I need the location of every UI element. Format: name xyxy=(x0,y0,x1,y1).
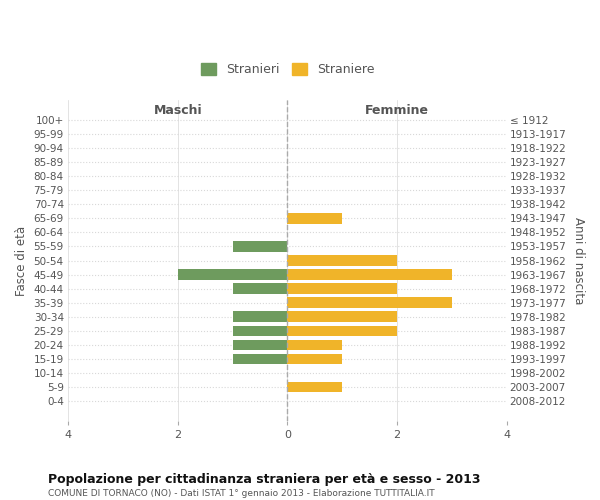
Bar xyxy=(287,213,343,224)
Bar xyxy=(287,312,397,322)
Bar xyxy=(287,326,397,336)
Bar xyxy=(287,340,343,350)
Text: Maschi: Maschi xyxy=(154,104,202,117)
Legend: Stranieri, Straniere: Stranieri, Straniere xyxy=(196,58,379,82)
Bar xyxy=(287,298,452,308)
Text: COMUNE DI TORNACO (NO) - Dati ISTAT 1° gennaio 2013 - Elaborazione TUTTITALIA.IT: COMUNE DI TORNACO (NO) - Dati ISTAT 1° g… xyxy=(48,489,434,498)
Bar xyxy=(233,354,287,364)
Bar xyxy=(287,354,343,364)
Text: Femmine: Femmine xyxy=(365,104,429,117)
Bar xyxy=(287,270,452,280)
Bar xyxy=(287,382,343,392)
Bar xyxy=(233,326,287,336)
Bar xyxy=(233,284,287,294)
Bar xyxy=(233,241,287,252)
Bar xyxy=(287,255,397,266)
Y-axis label: Fasce di età: Fasce di età xyxy=(15,226,28,296)
Y-axis label: Anni di nascita: Anni di nascita xyxy=(572,217,585,304)
Bar xyxy=(233,340,287,350)
Text: Popolazione per cittadinanza straniera per età e sesso - 2013: Popolazione per cittadinanza straniera p… xyxy=(48,472,481,486)
Bar xyxy=(287,284,397,294)
Bar xyxy=(178,270,287,280)
Bar xyxy=(233,312,287,322)
